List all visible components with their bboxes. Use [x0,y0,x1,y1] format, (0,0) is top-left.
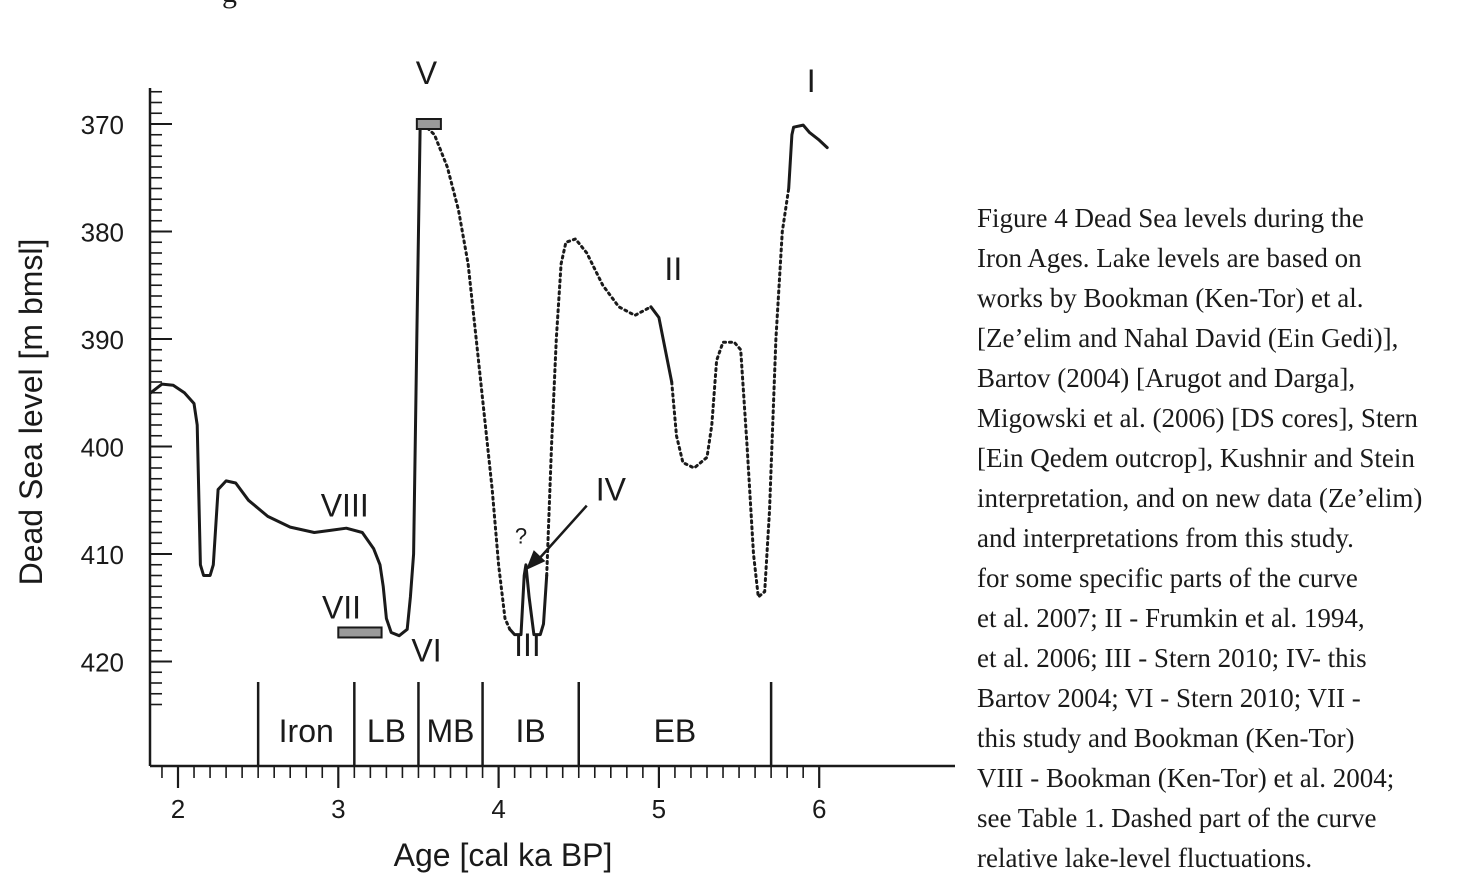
caption-line: [Ze’elim and Nahal David (Ein Gedi)], [977,323,1399,353]
marker-label-i: I [807,63,816,99]
y-axis-label: Dead Sea level [m bmsl] [13,239,49,586]
caption-line: et al. 2007; II - Frumkin et al. 1994, [977,603,1365,633]
x-tick-label: 4 [491,794,505,824]
caption-line: see Table 1. Dashed part of the curve [977,803,1377,833]
marker-label-v: V [416,55,438,91]
caption-line: relative lake-level fluctuations. [977,843,1313,873]
solid-level-segment [787,123,829,190]
arrow-shaft [536,504,588,561]
caption-line: works by Bookman (Ken-Tor) et al. [977,283,1364,313]
solid-level-segment [508,563,549,637]
solid-level-segment [649,305,674,384]
axes: 370 380 390 400 410 420 2 3 4 5 6 [81,88,955,824]
dashed-level-segment [545,237,653,577]
y-tick-label: 410 [81,540,124,570]
period-bands: Iron LB MB IB EB [256,682,773,766]
y-tick-label: 380 [81,218,124,248]
caption-line: Iron Ages. Lake levels are based on [977,243,1362,273]
y-tick-label: 400 [81,433,124,463]
marker-label-vi: VI [411,633,441,669]
level-bar-vii [337,626,383,639]
caption-line: et al. 2006; III - Stern 2010; IV- this [977,643,1367,673]
level-bar-v [415,118,442,130]
x-tick-label: 2 [171,794,185,824]
page-fragment-text: g [222,0,237,10]
lake-level-curves [149,122,829,638]
caption-line: for some specific parts of the curve [977,563,1358,593]
period-label: MB [427,713,475,749]
caption-line: Bartov (2004) [Arugot and Darga], [977,363,1356,393]
period-label: LB [367,713,406,749]
figure-caption: Figure 4 Dead Sea levels during the Iron … [977,198,1470,878]
dashed-level-segment [421,122,512,631]
solid-level-segment [149,122,425,638]
marker-label-iii: III [514,627,541,663]
y-tick-label: 420 [81,648,124,678]
level-bars [337,118,442,639]
marker-label-iv: IV [596,471,627,507]
period-label: EB [654,713,697,749]
y-tick-label: 370 [81,110,124,140]
dashed-level-segment [670,187,791,599]
caption-line: VIII - Bookman (Ken-Tor) et al. 2004; [977,763,1395,793]
period-label: IB [516,713,546,749]
caption-line: Bartov 2004; VI - Stern 2010; VII - [977,683,1361,713]
x-axis-label: Age [cal ka BP] [394,837,613,873]
caption-line: [Ein Qedem outcrop], Kushnir and Stein [977,443,1415,473]
caption-line: and interpretations from this study. [977,523,1354,553]
y-tick-label: 390 [81,325,124,355]
caption-line: Figure 4 Dead Sea levels during the [977,203,1364,233]
x-tick-label: 6 [812,794,826,824]
x-tick-label: 3 [331,794,345,824]
period-label: Iron [279,713,334,749]
arrow-head [525,550,546,571]
marker-label-viii: VIII [321,487,369,523]
caption-line: Migowski et al. (2006) [DS cores], Stern [977,403,1418,433]
x-tick-label: 5 [652,794,666,824]
caption-line: interpretation, and on new data (Ze’elim… [977,483,1423,513]
caption-line: this study and Bookman (Ken-Tor) [977,723,1355,753]
question-mark-label: ? [515,523,527,548]
marker-label-vii: VII [322,590,361,626]
marker-label-ii: II [664,251,682,287]
